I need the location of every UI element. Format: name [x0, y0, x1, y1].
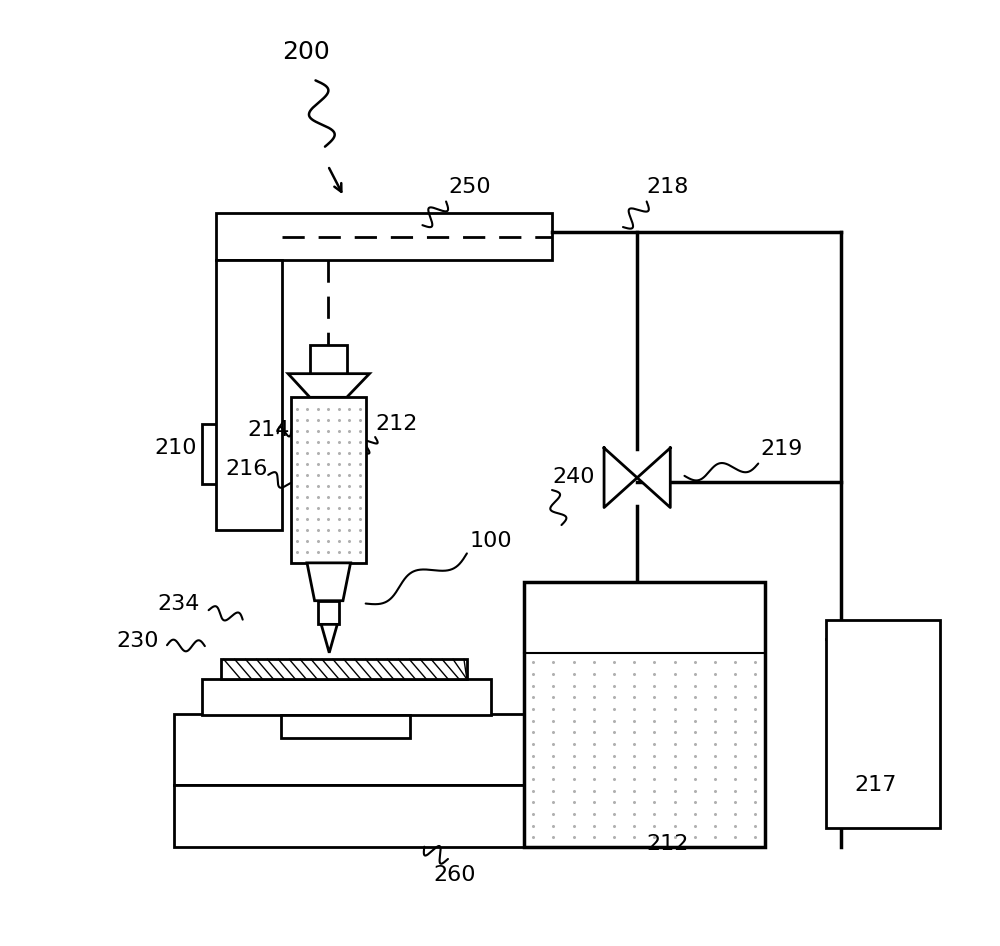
Bar [524, 582, 765, 847]
Text: 217: 217 [855, 775, 897, 796]
Bar [216, 260, 282, 530]
Polygon shape [307, 563, 351, 601]
Text: 100: 100 [470, 531, 512, 552]
Polygon shape [288, 374, 369, 397]
Text: 219: 219 [760, 439, 803, 460]
Bar [281, 715, 410, 738]
Text: 214: 214 [247, 420, 290, 441]
Text: 230: 230 [117, 631, 159, 652]
Bar [291, 397, 366, 563]
Polygon shape [321, 624, 337, 653]
Bar [216, 213, 552, 260]
Bar [174, 714, 557, 785]
Bar [174, 785, 557, 847]
Bar [202, 679, 491, 715]
Text: 250: 250 [448, 177, 491, 198]
Text: 216: 216 [226, 459, 268, 480]
Text: 260: 260 [434, 865, 476, 885]
Polygon shape [637, 448, 670, 508]
Polygon shape [604, 448, 637, 508]
Bar [221, 659, 467, 679]
Text: 212: 212 [375, 413, 418, 434]
Bar [318, 601, 339, 624]
Text: 210: 210 [155, 438, 197, 459]
Text: 240: 240 [552, 466, 595, 487]
Bar [310, 345, 347, 374]
Text: 212: 212 [647, 833, 689, 854]
Bar [826, 620, 940, 828]
Text: 234: 234 [158, 593, 200, 614]
Text: 218: 218 [647, 177, 689, 198]
Text: 200: 200 [282, 40, 330, 64]
